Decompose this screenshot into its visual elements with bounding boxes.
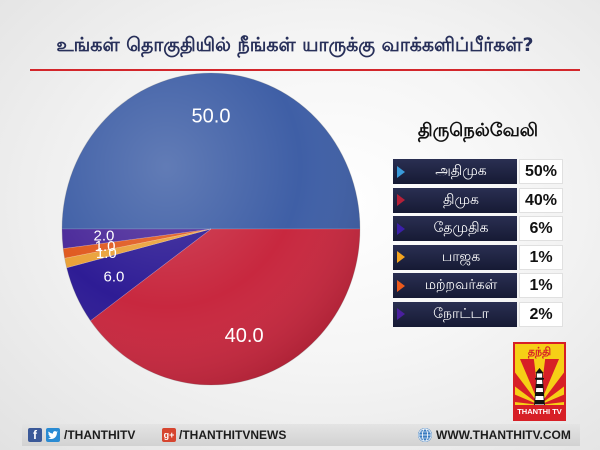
legend-label-box: தேமுதிக [393,216,517,242]
legend-value: 6% [519,216,563,242]
legend-value: 2% [519,301,563,327]
legend-item-nota: நோட்டா 2% [393,301,563,327]
legend-marker-triangle-icon [397,308,405,321]
pie-chart: 50.0 40.0 6.0 1.01.02.0 [61,72,361,386]
legend-label: அதிமுக [435,163,487,179]
thanthi-tv-logo: தந்தி THANTHI TV [513,342,566,421]
pie-labels: 50.0 40.0 6.0 1.01.02.0 [94,106,264,347]
news-handle: /THANTHITVNEWS [179,428,287,442]
pie-slice-label: 1.0 [96,245,117,262]
pie-shading [61,72,361,386]
legend-label-box: நோட்டா [393,301,517,327]
legend-value: 1% [519,244,563,270]
social-handle: /THANTHITV [64,428,136,442]
pie-slice-label: 6.0 [104,268,125,285]
legend-value: 50% [519,159,563,184]
legend-item-dmdk: தேமுதிக 6% [393,216,563,242]
legend-label-box: பாஜக [393,244,517,270]
legend-item-others: மற்றவர்கள் 1% [393,273,563,299]
poll-question-title: உங்கள் தொகுதியில் நீங்கள் யாருக்கு வாக்க… [56,34,534,56]
legend-label-box: மற்றவர்கள் [393,273,517,299]
lighthouse-icon [515,359,564,405]
legend-label: நோட்டா [433,305,489,322]
legend-marker-triangle-icon [397,251,405,264]
twitter-icon [46,428,60,442]
legend-value: 40% [519,187,563,213]
legend-item-admk: அதிமுக 50% [393,159,563,184]
title-underline [30,69,580,71]
legend-label: திமுக [443,191,479,208]
legend-title: திருநெல்வேலி [417,120,539,141]
logo-wordmark: THANTHI TV [517,407,562,416]
legend-label: பாஜக [441,248,481,265]
pie-slice-label: 1.0 [95,238,116,255]
legend-marker-triangle-icon [397,194,405,207]
legend-value: 1% [519,273,563,299]
facebook-icon: f [28,428,42,442]
legend-label-box: அதிமுக [393,159,517,184]
legend-label: தேமுதிக [433,220,489,237]
pie-slice-label: 2.0 [94,228,115,245]
website-url: WWW.THANTHITV.COM [436,428,571,442]
google-plus-icon: g+ [162,428,176,442]
legend-item-bjp: பாஜக 1% [393,244,563,270]
legend: அதிமுக 50% திமுக 40% தேமுதிக 6% பாஜக 1% [393,159,563,327]
legend-item-dmk: திமுக 40% [393,187,563,213]
legend-marker-triangle-icon [397,222,405,235]
legend-label: மற்றவர்கள் [424,277,498,294]
legend-marker-triangle-icon [397,165,405,178]
pie-slice-label: 50.0 [192,106,231,128]
legend-marker-triangle-icon [397,279,405,292]
pie-slice-label: 40.0 [225,325,264,347]
globe-icon [418,428,432,442]
logo-wordmark-tamil: தந்தி [515,344,564,359]
footer-bar: f /THANTHITV g+ /THANTHITVNEWS WWW.THANT… [22,424,580,446]
legend-label-box: திமுக [393,187,517,213]
